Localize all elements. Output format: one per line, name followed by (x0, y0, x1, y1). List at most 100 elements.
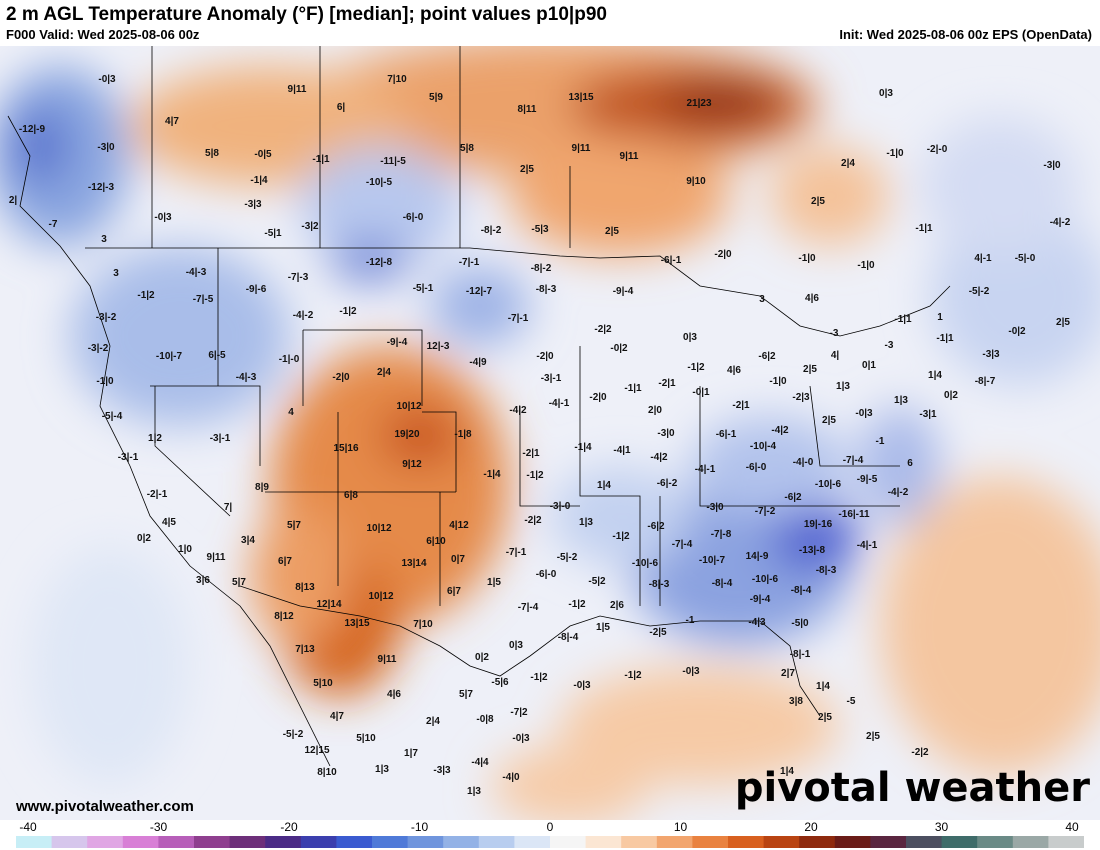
point-value-label: -9|-5 (857, 474, 878, 485)
color-scale-swatch (621, 836, 658, 848)
point-value-label: 13|15 (568, 92, 593, 103)
color-scale-swatch (1012, 836, 1049, 848)
point-value-label: -3|-2 (88, 343, 109, 354)
point-value-label: 4|7 (165, 116, 179, 127)
point-value-label: 2|5 (520, 164, 534, 175)
point-value-label: 1|3 (467, 786, 481, 797)
point-value-label: -0|2 (1008, 326, 1026, 337)
point-value-label: 0|1 (862, 360, 876, 371)
point-value-label: 1|0 (178, 544, 192, 555)
anomaly-map: -0|3 9|11 7|10 5|9 13|15 21|23 0|3 6| 8|11 4|7 -12… (0, 46, 1100, 820)
point-value-label: 6| (337, 102, 346, 113)
point-value-label: -10|-4 (750, 441, 777, 452)
point-value-label: 9|11 (620, 151, 639, 162)
point-value-label: 3 (101, 234, 107, 245)
point-value-label: -3|2 (301, 221, 319, 232)
point-value-label: 2|0 (648, 405, 662, 416)
point-value-label: -0|1 (692, 387, 710, 398)
point-value-label: -7|-1 (459, 257, 480, 268)
color-scale-swatch (300, 836, 337, 848)
point-value-label: 12|-3 (427, 341, 450, 352)
point-value-label: -4|9 (469, 357, 487, 368)
point-value-label: -1|2 (530, 672, 548, 683)
point-value-label: 9|11 (207, 552, 226, 563)
point-value-label: 19|20 (394, 429, 419, 440)
point-value-label: -4|3 (748, 617, 766, 628)
point-value-label: -1|1 (312, 154, 330, 165)
point-value-label: -3|0 (97, 142, 115, 153)
point-value-label: 2|5 (803, 364, 817, 375)
point-value-label: -4|-0 (793, 457, 814, 468)
point-value-label: 10|12 (368, 591, 393, 602)
point-value-label: 6|8 (344, 490, 358, 501)
point-value-label: -4|2 (509, 405, 527, 416)
point-value-label: -2|-1 (147, 489, 168, 500)
point-value-label: -4|1 (613, 445, 631, 456)
point-value-label: 2|5 (822, 415, 836, 426)
color-scale-swatch (656, 836, 693, 848)
point-value-label: 2|4 (426, 716, 440, 727)
point-value-label: -8|-4 (791, 585, 812, 596)
point-value-label: -3|-2 (96, 312, 117, 323)
point-value-label: 9|12 (402, 459, 422, 470)
point-value-label: -1|1 (894, 314, 912, 325)
color-scale-tick: 30 (934, 820, 949, 834)
point-value-label: -10|-6 (752, 574, 779, 585)
point-value-label: -6|-0 (746, 462, 767, 473)
point-value-label: 2|5 (605, 226, 619, 237)
point-value-label: -5 (847, 696, 856, 707)
color-scale-swatch (265, 836, 302, 848)
color-scale-tick: -20 (280, 820, 298, 834)
point-value-label: -8|-4 (712, 578, 733, 589)
point-value-label: -6|-1 (716, 429, 737, 440)
point-value-label: -8|-1 (790, 649, 811, 660)
point-value-label: -5|-2 (557, 552, 578, 563)
point-value-label: 3 (113, 268, 119, 279)
color-scale-tick: -40 (19, 820, 37, 834)
point-value-label: -6|2 (758, 351, 776, 362)
point-value-label: -4|-2 (888, 487, 909, 498)
point-value-label: -1|2 (612, 531, 630, 542)
point-value-label: -10|-7 (699, 555, 726, 566)
point-value-label: -7|-8 (711, 529, 732, 540)
point-value-label: -2|0 (714, 249, 732, 260)
point-value-label: 7|13 (295, 644, 315, 655)
point-value-label: -7|-3 (288, 272, 309, 283)
point-value-label: -1|2 (568, 599, 586, 610)
point-value-label: 2|5 (866, 731, 880, 742)
point-value-label: -9|-6 (246, 284, 267, 295)
point-value-label: 6 (907, 458, 913, 469)
point-value-label: 9|11 (572, 143, 591, 154)
point-value-label: 6|7 (447, 586, 461, 597)
point-value-label: -1|2 (137, 290, 155, 301)
color-scale-swatch (443, 836, 480, 848)
map-borders (7, 46, 951, 767)
website-label[interactable]: www.pivotalweather.com (16, 798, 194, 815)
point-value-label: 7|10 (387, 74, 407, 85)
point-value-label: 7|10 (413, 619, 433, 630)
point-value-label: -4|-1 (857, 540, 878, 551)
point-value-label: 4|6 (805, 293, 819, 304)
point-value-label: -3|0 (1043, 160, 1061, 171)
point-value-label: 8|11 (518, 104, 537, 115)
color-scale-swatch (16, 836, 53, 848)
point-value-label: -3|-0 (550, 501, 571, 512)
point-value-label: -2|1 (732, 400, 750, 411)
point-value-label: -6|-0 (536, 569, 557, 580)
color-scale-swatch (834, 836, 871, 848)
point-value-label: 1|7 (404, 748, 418, 759)
point-value-label: -10|-6 (632, 558, 659, 569)
point-value-label: -3|-1 (210, 433, 231, 444)
point-value-label: 13|14 (401, 558, 426, 569)
point-value-label: -8|-3 (536, 284, 557, 295)
point-value-label: 8|12 (274, 611, 294, 622)
point-value-label: 2|4 (841, 158, 855, 169)
color-scale-swatch (478, 836, 515, 848)
point-value-label: -12|-3 (88, 182, 115, 193)
point-value-label: -1|1 (624, 383, 642, 394)
point-value-label: 5|7 (287, 520, 301, 531)
point-value-label: -7 (49, 219, 58, 230)
point-value-label: -1|8 (454, 429, 472, 440)
point-value-label: -1 (876, 436, 885, 447)
